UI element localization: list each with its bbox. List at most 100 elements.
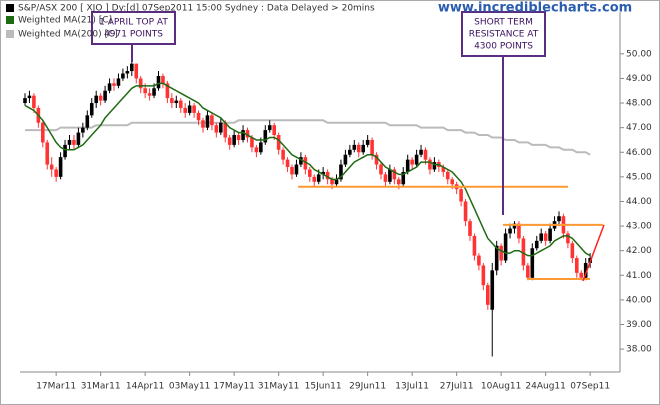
annotation-text: 4971 POINTS <box>104 30 163 40</box>
legend-title: S&P/ASX 200 [ XJO ] Dy:[d] 07Sep2011 15:… <box>18 4 375 14</box>
candle-body <box>245 130 250 138</box>
candle-body <box>348 149 352 155</box>
candle-body <box>138 78 143 89</box>
candle-body <box>72 139 76 145</box>
candle-body <box>494 245 499 271</box>
candle-body <box>196 112 201 121</box>
candle-body <box>334 179 339 185</box>
candle-body <box>521 238 526 266</box>
candle-body <box>459 189 463 202</box>
candle-body <box>205 115 210 128</box>
y-tick-label: 38.00 <box>626 345 652 355</box>
candle-body <box>112 83 116 86</box>
x-tick-label: 13Jul11 <box>395 382 429 392</box>
candle-body <box>374 154 379 165</box>
candle-body <box>285 159 290 168</box>
candle-body <box>130 63 134 72</box>
candle-body <box>147 93 152 96</box>
candle-body <box>178 100 183 108</box>
x-tick-label: 07Sep11 <box>570 382 610 392</box>
candle-body <box>241 130 245 140</box>
candle-body <box>254 147 259 153</box>
x-tick-label: 17May11 <box>213 382 255 392</box>
x-tick-label: 29Jun11 <box>349 382 386 392</box>
candle-body <box>325 171 330 180</box>
candle-body <box>281 149 285 160</box>
candle-body <box>397 179 401 185</box>
candle-body <box>232 135 236 145</box>
candle-body <box>419 149 423 155</box>
y-tick-label: 41.00 <box>626 271 652 281</box>
candle-body <box>276 135 281 150</box>
candle-body <box>463 201 468 222</box>
candle-body <box>183 107 187 113</box>
annotation-box <box>461 11 546 57</box>
candle-body <box>316 174 321 182</box>
candle-body <box>339 164 343 180</box>
candle-body <box>299 157 303 165</box>
candle-body <box>143 88 147 94</box>
candle-body <box>392 169 397 180</box>
candle-body <box>32 95 36 108</box>
candle-body <box>361 144 365 153</box>
candle-body <box>379 164 383 175</box>
candle-body <box>223 122 228 138</box>
candle-body <box>472 235 477 256</box>
y-tick-label: 40.00 <box>626 295 652 305</box>
candle-body <box>477 255 481 266</box>
y-tick-label: 43.00 <box>626 222 652 232</box>
annotation-text: SHORT TERM <box>474 18 533 28</box>
candle-body <box>566 233 570 244</box>
candle-body <box>214 125 219 133</box>
candle-body <box>89 103 94 116</box>
candle-body <box>165 83 170 99</box>
candle-body <box>303 157 308 170</box>
candle-body <box>192 105 196 113</box>
candle-body <box>517 223 521 239</box>
candle-body <box>290 167 294 175</box>
candle-body <box>152 88 156 96</box>
ma-line <box>24 82 591 257</box>
candle-body <box>352 144 357 150</box>
candle-body <box>575 258 579 273</box>
legend-swatch <box>6 16 14 24</box>
legend-swatch <box>6 30 14 38</box>
annotation-text: 4300 POINTS <box>474 42 533 52</box>
legend-label: Weighted MA(21) [C] <box>18 16 112 26</box>
candle-body <box>294 164 299 175</box>
candle-body <box>76 132 81 145</box>
candle-body <box>272 125 276 136</box>
x-tick-label: 31May11 <box>258 382 300 392</box>
plot-area <box>20 12 620 372</box>
candle-body <box>450 179 454 185</box>
candle-body <box>405 159 410 172</box>
overlay: 1 APRIL TOP AT 4971 POINTS SHORT TERM RESIS… <box>91 11 605 282</box>
candle-body <box>539 233 543 241</box>
candle-body <box>526 265 530 278</box>
candle-body <box>219 122 223 133</box>
candle-body <box>534 240 539 249</box>
candle-body <box>45 142 50 165</box>
candle-body <box>121 73 125 79</box>
y-tick-label: 42.00 <box>626 246 652 256</box>
candle-body <box>503 233 508 261</box>
annotation-text: 1 APRIL TOP AT <box>99 18 168 28</box>
candle-body <box>370 139 374 155</box>
candle-body <box>468 221 472 236</box>
candle-body <box>579 272 584 278</box>
x-tick-label: 31Mar11 <box>81 382 121 392</box>
candle-body <box>508 228 512 234</box>
candle-body <box>423 149 428 160</box>
x-tick-label: 10Aug11 <box>481 382 521 392</box>
candle-body <box>49 164 54 170</box>
y-tick-label: 49.00 <box>626 74 652 84</box>
candle-body <box>312 176 317 182</box>
candle-body <box>103 90 107 101</box>
candle-body <box>490 270 495 310</box>
y-tick-label: 48.00 <box>626 99 652 109</box>
y-tick-label: 39.00 <box>626 320 652 330</box>
candle-body <box>486 285 490 305</box>
candle-body <box>410 159 414 165</box>
ma-line <box>25 119 591 156</box>
candle-body <box>67 139 72 145</box>
